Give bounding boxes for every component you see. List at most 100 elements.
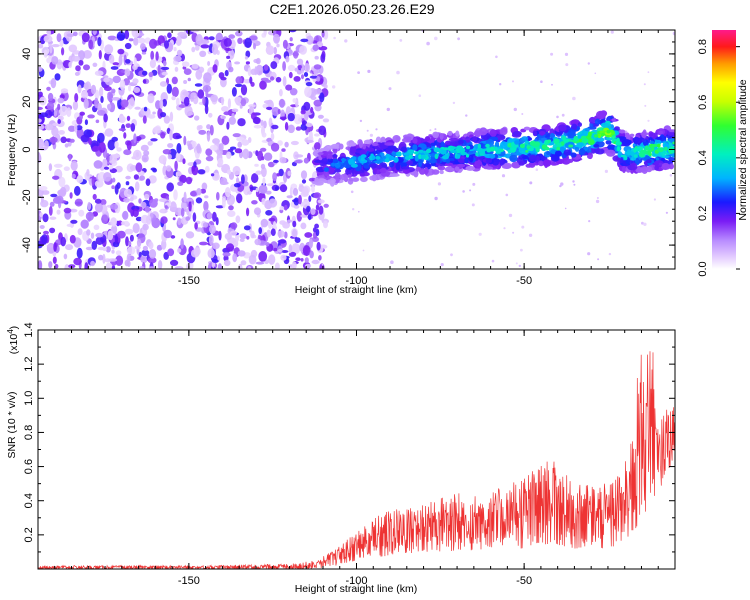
spectrogram-cell — [406, 160, 414, 166]
spectrogram-cell — [74, 123, 78, 133]
spectrogram-cell — [430, 142, 436, 147]
spectrogram-cell — [296, 58, 304, 66]
spectrogram-cell — [74, 93, 79, 103]
spectrogram-cell — [131, 30, 140, 38]
spectrogram-cell — [175, 135, 182, 139]
spectrogram-cell — [142, 79, 147, 84]
spectrogram-cell — [148, 71, 154, 78]
spectrogram-cell — [140, 201, 147, 209]
spectrogram-cell — [440, 149, 447, 155]
spectrogram-cell — [155, 51, 159, 61]
spectrogram-cell — [51, 44, 60, 48]
y-tick-label: 40 — [21, 48, 33, 60]
spectrogram-cell — [228, 34, 236, 39]
spectrogram-cell — [209, 144, 218, 151]
spectrogram-cell — [159, 81, 168, 87]
spectrogram-cell — [150, 138, 158, 142]
spectrogram-cell — [396, 70, 400, 75]
spectrogram-cell — [329, 166, 335, 174]
spectrogram-cell — [204, 165, 210, 173]
spectrogram-cell — [587, 62, 590, 65]
spectrogram-cell — [302, 120, 307, 126]
spectrogram-cell — [284, 231, 288, 239]
spectrogram-cell — [176, 143, 182, 154]
spectrogram-cell — [633, 147, 637, 153]
x-tick-label: -50 — [516, 275, 532, 287]
spectrogram-cell — [239, 233, 247, 240]
spectrogram-cell — [110, 66, 119, 70]
spectrogram-cell — [57, 103, 61, 111]
spectrogram-cell — [48, 206, 53, 216]
spectrogram-cell — [499, 83, 502, 86]
spectrogram-cell — [511, 141, 515, 148]
spectrogram-cell — [465, 165, 476, 171]
spectrogram-cell — [58, 176, 66, 188]
spectrogram-cell — [321, 263, 324, 266]
spectrogram-cell — [478, 232, 482, 236]
spectrogram-cell — [70, 219, 78, 224]
spectrogram-cell — [128, 38, 134, 42]
spectrogram-cell — [303, 72, 309, 77]
spectrogram-cell — [412, 144, 418, 151]
spectrogram-cell — [175, 152, 181, 162]
y-tick-label: 0 — [21, 146, 33, 152]
spectrogram-cell — [258, 184, 268, 194]
spectrogram-cell — [197, 89, 205, 99]
spectrogram-cell — [593, 144, 600, 148]
spectrogram-cell — [597, 258, 600, 261]
spectrogram-cell — [111, 265, 116, 269]
spectrogram-cell — [293, 50, 299, 59]
spectrogram-cell — [277, 140, 283, 146]
spectrogram-cell — [237, 250, 246, 257]
spectrogram-cell — [358, 210, 360, 213]
spectrogram-cell — [111, 185, 115, 190]
spectrogram-cell — [227, 210, 236, 218]
spectrogram-cell — [313, 99, 322, 107]
spectrogram-cell — [206, 212, 213, 220]
spectrogram-cell — [310, 96, 317, 100]
spectrogram-cell — [314, 55, 319, 60]
spectrogram-cell — [215, 217, 219, 226]
spectrogram-cell — [141, 51, 147, 55]
spectrogram-cell — [375, 128, 378, 131]
spectrogram-cell — [103, 172, 112, 182]
spectrogram-cell — [379, 167, 387, 174]
spectrogram-cell — [439, 170, 444, 175]
spectrogram-cell — [245, 50, 251, 58]
spectrogram-cell — [316, 75, 321, 82]
spectrogram-cell — [249, 76, 253, 84]
spectrogram-cell — [571, 123, 578, 131]
spectrogram-cell — [300, 38, 309, 43]
spectrogram-cell — [148, 241, 154, 250]
spectrogram-cell — [587, 252, 591, 256]
spectrogram-cell — [388, 87, 392, 91]
spectrogram-cell — [223, 259, 231, 267]
spectrogram-cell — [661, 162, 670, 169]
spectrogram-cell — [49, 201, 55, 207]
y-tick-label: -20 — [21, 189, 33, 205]
spectrogram-cell — [129, 97, 135, 106]
spectrogram-cell — [159, 112, 167, 118]
spectrogram-cell — [456, 163, 466, 168]
spectrogram-cell — [173, 47, 177, 52]
spectrogram-cell — [292, 187, 299, 196]
spectrogram-cell — [399, 39, 403, 42]
spectrogram-cell — [521, 136, 529, 142]
spectrogram-cell — [124, 30, 130, 40]
spectrogram-cell — [172, 217, 176, 221]
spectrogram-cell — [300, 258, 304, 262]
spectrogram-cell — [367, 69, 371, 73]
spectrogram-cell — [643, 222, 647, 226]
spectrogram-cell — [263, 64, 269, 71]
spectrogram-cell — [563, 149, 572, 156]
spectrogram-cell — [71, 55, 81, 62]
spectrogram-cell — [254, 238, 261, 246]
spectrogram-cell — [289, 37, 293, 42]
spectrogram-cell — [275, 76, 282, 83]
spectrogram-cell — [169, 201, 177, 212]
spectrogram-cell — [59, 105, 68, 116]
spectrogram-cell — [147, 141, 153, 146]
spectrogram-cell — [68, 61, 73, 69]
spectrogram-cell — [232, 165, 241, 176]
spectrogram-cell — [464, 136, 471, 143]
